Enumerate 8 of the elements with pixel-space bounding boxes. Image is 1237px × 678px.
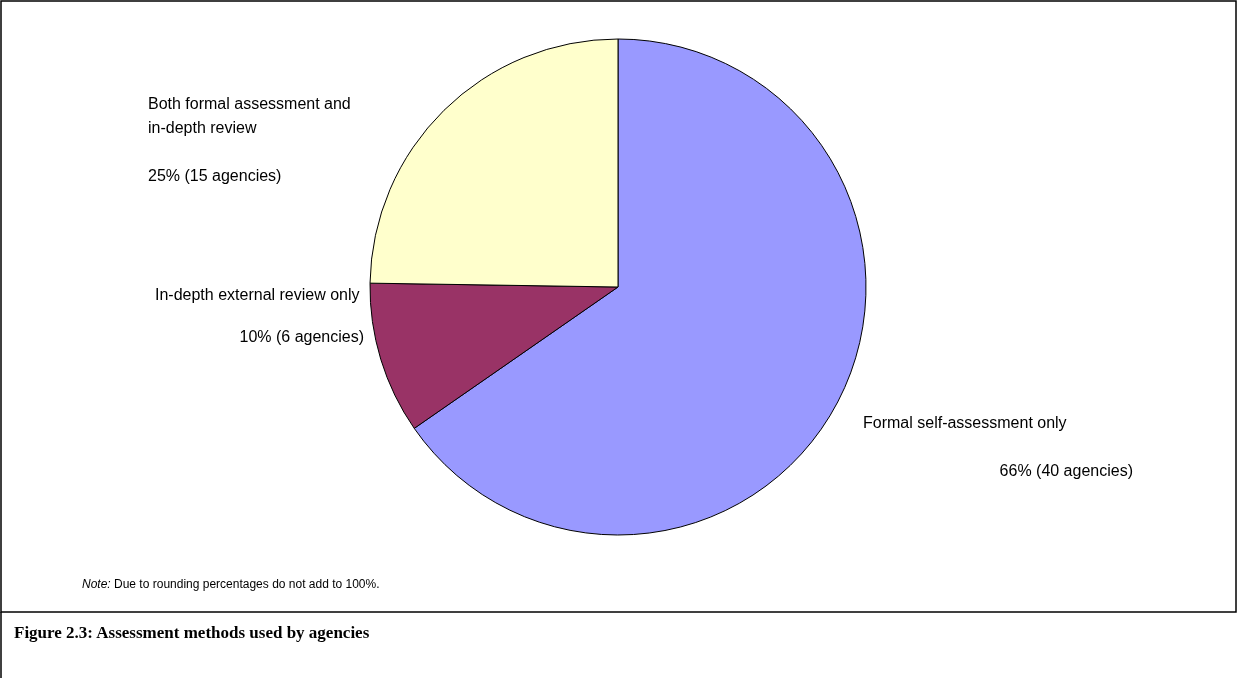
slice-label: Formal self-assessment only bbox=[863, 414, 1067, 431]
data-label: 25% (15 agencies) bbox=[148, 167, 282, 184]
text: Figure 2.3: Assessment methods used by agencies bbox=[14, 623, 370, 642]
slice-label: In-depth external review only bbox=[155, 286, 360, 303]
data-label: 66% (40 agencies) bbox=[999, 462, 1133, 479]
text: Note: Due to rounding percentages do not add to 100%. bbox=[82, 577, 380, 591]
data-label: 10% (6 agencies) bbox=[239, 328, 364, 345]
slice-label: Both formal assessment and in-depth review bbox=[148, 95, 351, 136]
